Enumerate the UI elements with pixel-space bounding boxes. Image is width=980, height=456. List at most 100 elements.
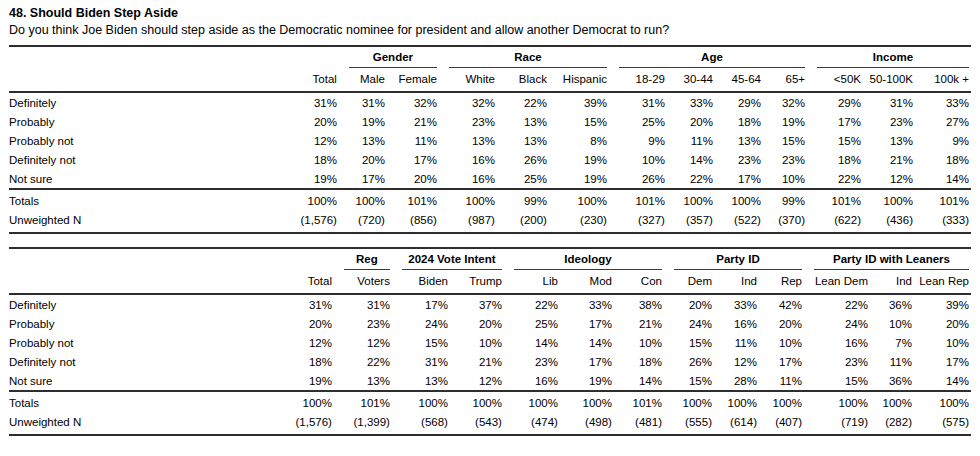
group-cell <box>290 248 334 270</box>
group-header: Age <box>619 50 805 68</box>
table-row: Not sure19%13%13%12%16%19%14%15%28%11%15… <box>9 371 971 391</box>
group-cell: Gender <box>339 46 439 68</box>
group-header: Income <box>817 50 969 68</box>
totals-cell: 100% <box>759 391 804 413</box>
unweighted-cell: (370) <box>763 211 807 234</box>
totals-cell: 101% <box>334 391 392 413</box>
column-header: Male <box>339 68 387 92</box>
value-cell: 12% <box>863 169 915 189</box>
value-cell: 16% <box>439 169 497 189</box>
column-header: Female <box>387 68 439 92</box>
value-cell: 31% <box>609 92 667 112</box>
value-cell: 24% <box>392 314 450 333</box>
column-header: White <box>439 68 497 92</box>
table-head: Reg2024 Vote IntentIdeologyParty IDParty… <box>9 248 971 294</box>
value-cell: 17% <box>914 352 971 371</box>
table-body: Definitely31%31%17%37%22%33%38%20%33%42%… <box>9 294 971 435</box>
totals-cell: 100% <box>804 391 870 413</box>
value-cell: 23% <box>804 352 870 371</box>
group-cell: Income <box>807 46 971 68</box>
value-cell: 10% <box>450 333 504 352</box>
value-cell: 10% <box>609 150 667 169</box>
value-cell: 20% <box>450 314 504 333</box>
value-cell: 13% <box>439 131 497 150</box>
totals-cell: 100% <box>667 189 715 211</box>
group-cell: Age <box>609 46 807 68</box>
table-row: Definitely not18%22%31%21%23%17%18%26%12… <box>9 352 971 371</box>
value-cell: 28% <box>714 371 759 391</box>
value-cell: 26% <box>609 169 667 189</box>
unweighted-cell: (327) <box>609 211 667 234</box>
value-cell: 20% <box>759 314 804 333</box>
totals-cell: 100% <box>439 189 497 211</box>
table-gap <box>9 234 971 247</box>
totals-cell: 100% <box>863 189 915 211</box>
column-header: Black <box>497 68 549 92</box>
value-cell: 12% <box>290 333 334 352</box>
totals-cell: 100% <box>339 189 387 211</box>
totals-cell: 100% <box>504 391 560 413</box>
totals-cell: 101% <box>807 189 863 211</box>
value-cell: 14% <box>914 371 971 391</box>
value-cell: 23% <box>763 150 807 169</box>
value-cell: 18% <box>915 150 971 169</box>
value-cell: 10% <box>914 333 971 352</box>
table-body: Definitely31%31%32%32%22%39%31%33%29%32%… <box>9 92 971 233</box>
value-cell: 16% <box>504 371 560 391</box>
column-header: Dem <box>664 270 714 294</box>
value-cell: 29% <box>715 92 763 112</box>
unweighted-cell: (407) <box>759 413 804 436</box>
value-cell: 22% <box>807 169 863 189</box>
value-cell: 16% <box>804 333 870 352</box>
table-row: Definitely31%31%17%37%22%33%38%20%33%42%… <box>9 294 971 314</box>
group-header-row: Reg2024 Vote IntentIdeologyParty IDParty… <box>9 248 971 270</box>
table-row: Probably not12%13%11%13%13%8%9%11%13%15%… <box>9 131 971 150</box>
row-label: Probably <box>9 112 295 131</box>
value-cell: 15% <box>807 131 863 150</box>
row-label-header <box>9 68 295 92</box>
totals-cell: 101% <box>915 189 971 211</box>
column-header: Voters <box>334 270 392 294</box>
value-cell: 12% <box>334 333 392 352</box>
value-cell: 33% <box>560 294 614 314</box>
value-cell: 13% <box>497 131 549 150</box>
value-cell: 7% <box>870 333 914 352</box>
column-header: Total <box>295 68 339 92</box>
unweighted-cell: (1,576) <box>295 211 339 234</box>
value-cell: 13% <box>715 131 763 150</box>
value-cell: 19% <box>290 371 334 391</box>
totals-cell: 99% <box>763 189 807 211</box>
table-demographics: GenderRaceAgeIncomeTotalMaleFemaleWhiteB… <box>9 45 971 234</box>
value-cell: 18% <box>290 352 334 371</box>
value-cell: 25% <box>497 169 549 189</box>
totals-cell: 101% <box>609 189 667 211</box>
value-cell: 17% <box>807 112 863 131</box>
value-cell: 25% <box>609 112 667 131</box>
value-cell: 21% <box>863 150 915 169</box>
value-cell: 33% <box>714 294 759 314</box>
totals-cell: 101% <box>387 189 439 211</box>
crosstab-page: 48. Should Biden Step Aside Do you think… <box>0 0 980 456</box>
group-header: 2024 Vote Intent <box>402 252 502 270</box>
totals-cell: 101% <box>614 391 664 413</box>
row-label: Not sure <box>9 371 290 391</box>
unweighted-cell: (543) <box>450 413 504 436</box>
corner-cell <box>9 46 295 68</box>
value-cell: 9% <box>915 131 971 150</box>
value-cell: 17% <box>392 294 450 314</box>
column-header: 18-29 <box>609 68 667 92</box>
value-cell: 10% <box>763 169 807 189</box>
value-cell: 14% <box>915 169 971 189</box>
value-cell: 31% <box>863 92 915 112</box>
column-header: Ind <box>714 270 759 294</box>
totals-cell: 100% <box>549 189 609 211</box>
value-cell: 15% <box>664 333 714 352</box>
value-cell: 26% <box>497 150 549 169</box>
value-cell: 18% <box>807 150 863 169</box>
value-cell: 12% <box>450 371 504 391</box>
table-row: Probably20%19%21%23%13%15%25%20%18%19%17… <box>9 112 971 131</box>
value-cell: 11% <box>667 131 715 150</box>
value-cell: 17% <box>560 352 614 371</box>
value-cell: 17% <box>387 150 439 169</box>
unweighted-row: Unweighted N(1,576)(720)(856)(987)(200)(… <box>9 211 971 234</box>
